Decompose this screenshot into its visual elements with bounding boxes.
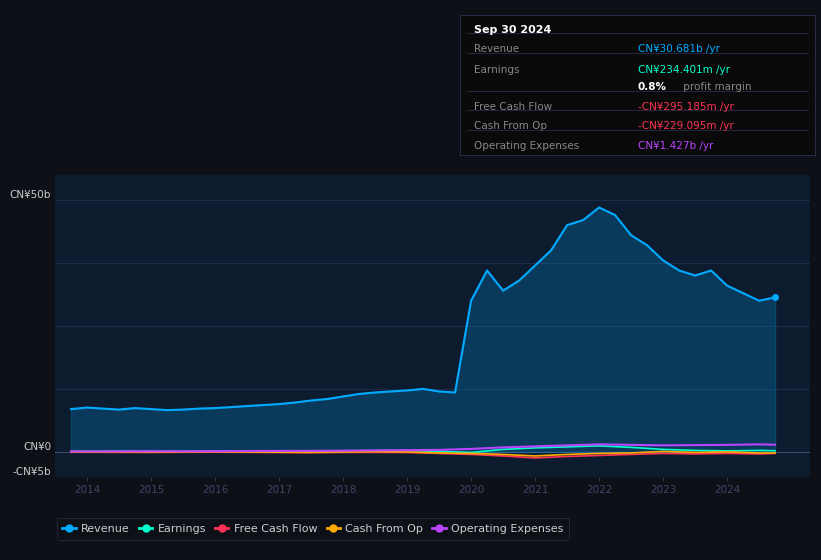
Text: CN¥0: CN¥0 (23, 442, 51, 452)
Text: Sep 30 2024: Sep 30 2024 (475, 25, 552, 35)
Text: Cash From Op: Cash From Op (475, 122, 548, 132)
Text: -CN¥229.095m /yr: -CN¥229.095m /yr (637, 122, 733, 132)
Text: CN¥30.681b /yr: CN¥30.681b /yr (637, 44, 719, 54)
Text: profit margin: profit margin (680, 82, 751, 92)
Legend: Revenue, Earnings, Free Cash Flow, Cash From Op, Operating Expenses: Revenue, Earnings, Free Cash Flow, Cash … (57, 519, 569, 540)
Text: CN¥50b: CN¥50b (10, 190, 51, 200)
Text: Free Cash Flow: Free Cash Flow (475, 102, 553, 112)
Text: CN¥1.427b /yr: CN¥1.427b /yr (637, 141, 713, 151)
Text: Earnings: Earnings (475, 66, 520, 76)
Text: -CN¥5b: -CN¥5b (12, 467, 51, 477)
Text: Operating Expenses: Operating Expenses (475, 141, 580, 151)
Text: -CN¥295.185m /yr: -CN¥295.185m /yr (637, 102, 733, 112)
Text: 0.8%: 0.8% (637, 82, 667, 92)
Text: CN¥234.401m /yr: CN¥234.401m /yr (637, 66, 730, 76)
Text: Revenue: Revenue (475, 44, 520, 54)
